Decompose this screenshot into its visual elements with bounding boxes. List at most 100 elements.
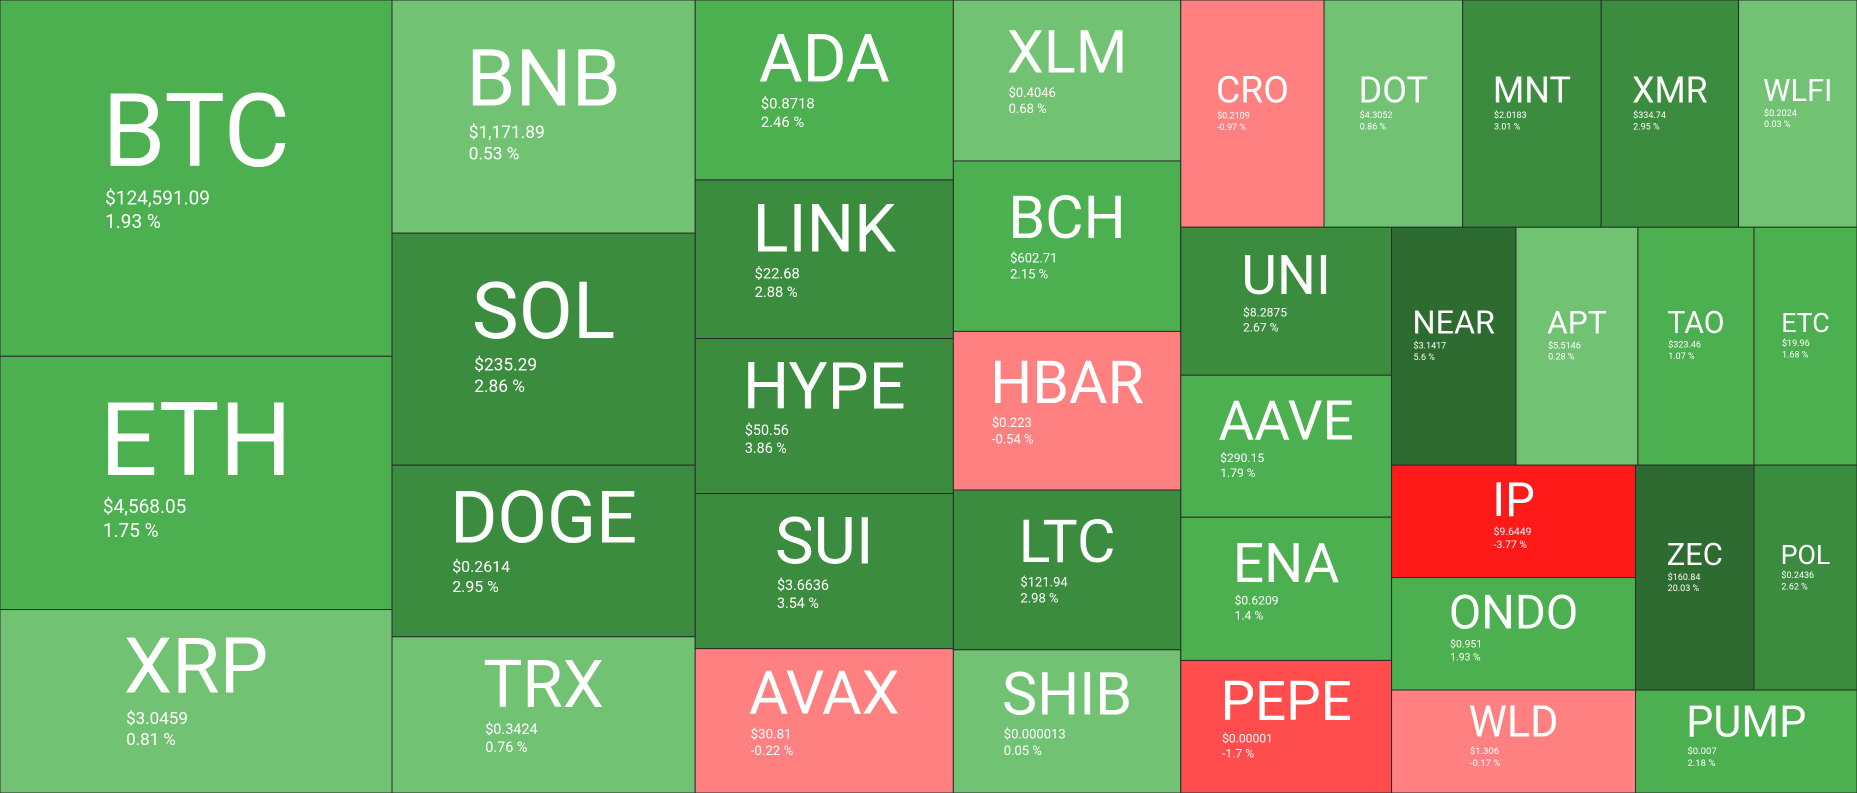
change-label: 2.86 %	[474, 377, 525, 397]
tile	[694, 338, 954, 495]
change-label: 3.86 %	[745, 441, 787, 457]
tile	[0, 609, 393, 793]
tile-label: LTC	[1019, 508, 1116, 577]
change-label: 2.62 %	[1781, 582, 1808, 592]
tile	[1391, 464, 1637, 579]
change-label: 1.93 %	[105, 210, 161, 233]
price-label: $0.2436	[1781, 570, 1814, 581]
change-label: -0.97 %	[1217, 123, 1246, 133]
change-label: 1.07 %	[1668, 352, 1695, 362]
change-label: 0.68 %	[1009, 102, 1047, 117]
tile	[694, 648, 954, 793]
change-label: 1.79 %	[1220, 466, 1256, 480]
change-label: 1.93 %	[1450, 651, 1481, 664]
change-label: 3.54 %	[777, 596, 819, 612]
price-label: $0.6209	[1235, 593, 1279, 607]
tile	[1753, 464, 1857, 691]
tile-label: AAVE	[1219, 389, 1354, 453]
tile-label: XRP	[124, 620, 268, 711]
tile	[1635, 689, 1857, 793]
change-label: -0.22 %	[751, 744, 794, 759]
price-label: $0.2109	[1217, 111, 1250, 122]
tile-label: BNB	[466, 34, 620, 126]
tile	[391, 0, 696, 234]
tile	[1738, 0, 1857, 228]
tile-label: PEPE	[1220, 670, 1351, 734]
tile	[1391, 577, 1637, 691]
tile-label: SHIB	[1002, 660, 1132, 729]
tile-label: HYPE	[743, 348, 906, 424]
change-label: 2.88 %	[755, 283, 798, 301]
tile-label: ZEC	[1667, 536, 1723, 573]
tile-label: ETH	[100, 380, 292, 500]
tile	[1180, 374, 1393, 518]
tile-label: BTC	[102, 71, 290, 191]
tile	[1391, 226, 1517, 466]
tile	[952, 0, 1182, 162]
tile-label: ONDO	[1449, 584, 1579, 640]
tile-label: SOL	[472, 266, 615, 358]
price-label: $5.5146	[1548, 340, 1581, 351]
change-label: -3.77 %	[1494, 538, 1528, 551]
tile	[391, 464, 696, 638]
price-label: $9.6449	[1494, 525, 1532, 538]
tile-label: MNT	[1493, 69, 1571, 111]
change-label: 0.53 %	[469, 144, 520, 164]
tile-label: SUI	[775, 503, 874, 579]
change-label: 0.05 %	[1004, 744, 1042, 759]
price-label: $124,591.09	[105, 186, 210, 209]
tile	[1637, 226, 1755, 466]
change-label: 2.18 %	[1687, 758, 1715, 769]
price-label: $0.007	[1687, 746, 1716, 757]
change-label: 5.6 %	[1414, 353, 1436, 363]
price-label: $2.0183	[1494, 110, 1527, 121]
price-label: $121.94	[1020, 575, 1068, 590]
tile	[952, 330, 1182, 491]
price-label: $235.29	[474, 355, 537, 375]
tile	[952, 489, 1182, 651]
change-label: 3.01 %	[1494, 122, 1521, 132]
price-label: $4.3052	[1360, 110, 1393, 121]
price-label: $290.15	[1220, 451, 1264, 465]
change-label: 0.81 %	[126, 730, 176, 750]
price-label: $3.0459	[126, 709, 188, 729]
price-label: $323.46	[1668, 340, 1701, 351]
price-label: $30.81	[751, 727, 792, 742]
price-label: $602.71	[1010, 251, 1057, 266]
tile-label: APT	[1547, 304, 1607, 341]
change-label: 0.28 %	[1548, 353, 1575, 363]
tile-label: PUMP	[1686, 696, 1806, 747]
change-label: -1.7 %	[1222, 747, 1254, 761]
change-label: 0.86 %	[1360, 122, 1387, 132]
tile	[1515, 226, 1639, 466]
change-label: 2.46 %	[761, 113, 805, 131]
tile-label: UNI	[1241, 244, 1331, 308]
price-label: $3.6636	[777, 577, 829, 594]
tile	[1600, 0, 1740, 228]
price-label: $0.00001	[1222, 732, 1273, 746]
tile	[0, 0, 393, 357]
price-label: $4,568.05	[103, 495, 186, 518]
tile-label: TAO	[1667, 306, 1724, 341]
price-label: $0.223	[992, 416, 1032, 431]
price-label: $1,171.89	[469, 123, 545, 143]
tile-label: IP	[1492, 472, 1535, 528]
price-label: $0.951	[1450, 638, 1482, 651]
change-label: 2.15 %	[1010, 268, 1048, 283]
tile-label: XMR	[1632, 69, 1708, 111]
change-label: 2.95 %	[452, 577, 499, 596]
tile-label: LINK	[753, 190, 896, 268]
tile	[391, 636, 696, 793]
change-label: 2.67 %	[1243, 321, 1279, 335]
price-label: $3.1417	[1414, 341, 1447, 352]
price-label: $22.68	[755, 265, 800, 283]
change-label: 1.68 %	[1782, 350, 1809, 360]
tile-label: POL	[1781, 539, 1831, 571]
change-label: -0.17 %	[1470, 758, 1501, 769]
tile-label: NEAR	[1413, 304, 1495, 342]
tile	[1635, 464, 1755, 691]
tile-label: ENA	[1233, 532, 1340, 596]
change-label: -0.54 %	[992, 433, 1034, 448]
price-label: $0.2024	[1764, 108, 1797, 119]
change-label: 20.03 %	[1668, 584, 1700, 594]
